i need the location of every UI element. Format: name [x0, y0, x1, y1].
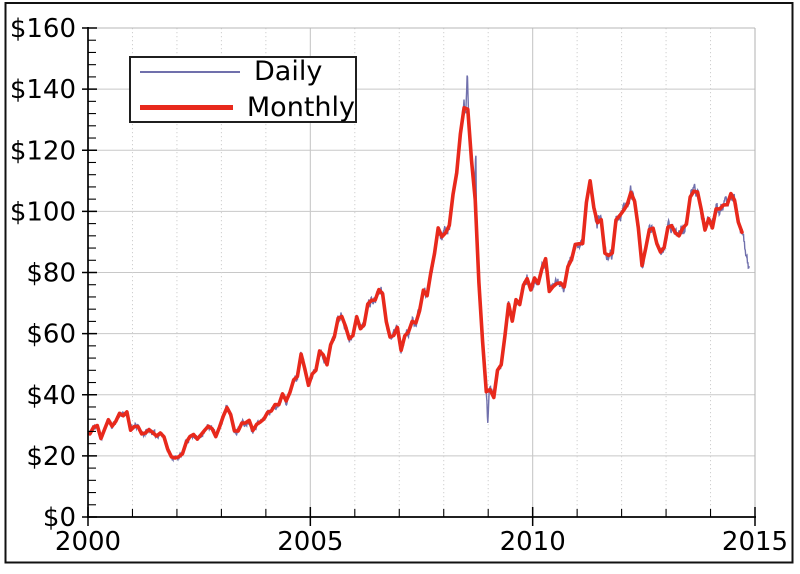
x-tick-label: 2005	[277, 527, 343, 557]
monthly-line	[88, 106, 744, 460]
legend-label-daily: Daily	[254, 56, 323, 87]
data-series	[87, 75, 750, 463]
y-tick-label: $140	[10, 75, 76, 105]
y-tick-label: $100	[10, 197, 76, 227]
figure-border	[4, 2, 794, 564]
monthly-line-sample	[140, 105, 233, 110]
x-tick-label: 2010	[500, 527, 566, 557]
daily-line	[87, 75, 750, 463]
gridlines	[88, 28, 755, 517]
legend: Daily Monthly	[129, 56, 357, 123]
y-tick-label: $40	[26, 381, 76, 411]
legend-label-monthly: Monthly	[246, 92, 355, 123]
axes	[82, 27, 756, 526]
tick-labels: $0 $20 $40 $60 $80 $100 $120 $140 $160 2000 2005 20…	[10, 14, 788, 557]
x-tick-label: 2015	[722, 527, 788, 557]
legend-entry-daily: Daily	[140, 58, 355, 85]
legend-entry-monthly: Monthly	[140, 94, 355, 121]
x-tick-label: 2000	[55, 527, 121, 557]
y-tick-label: $120	[10, 136, 76, 166]
y-tick-label: $0	[43, 503, 76, 533]
daily-line-sample	[140, 70, 240, 73]
y-tick-label: $60	[26, 320, 76, 350]
y-tick-label: $160	[10, 14, 76, 44]
y-tick-label: $80	[26, 259, 76, 289]
y-tick-label: $20	[26, 442, 76, 472]
